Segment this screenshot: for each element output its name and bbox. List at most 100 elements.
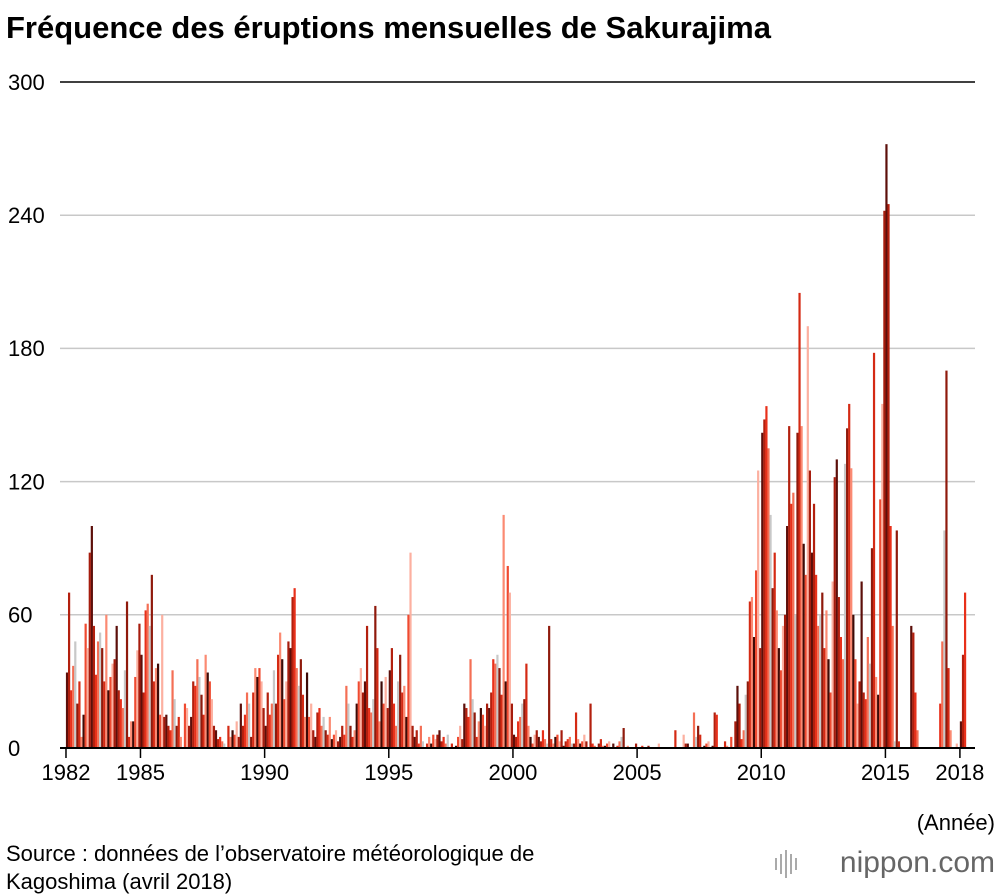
bar (875, 676, 878, 748)
bar (76, 703, 79, 748)
bar (537, 736, 540, 748)
bar (374, 605, 377, 748)
bar (786, 526, 789, 748)
bar (612, 743, 615, 748)
bar (514, 736, 518, 748)
bar (715, 714, 718, 748)
bar (156, 663, 160, 748)
bar (409, 552, 412, 748)
bar (618, 741, 621, 748)
bar (403, 685, 406, 748)
bar (879, 499, 882, 748)
bar (457, 736, 460, 748)
bar (357, 681, 360, 748)
bar (548, 625, 551, 748)
bar (866, 637, 869, 748)
bar (692, 712, 696, 748)
bar (399, 654, 402, 748)
bar (388, 670, 391, 748)
bar (419, 725, 422, 748)
bar (767, 448, 770, 748)
bar (330, 739, 333, 748)
bar (771, 588, 774, 748)
bar (430, 743, 433, 748)
bar (616, 745, 619, 748)
bar (74, 641, 77, 748)
bar (730, 736, 733, 748)
bar (502, 514, 505, 748)
bar (94, 674, 98, 748)
bar (887, 204, 890, 749)
bar (299, 659, 302, 748)
bar (136, 650, 139, 748)
bar (428, 736, 431, 748)
bar (694, 736, 698, 748)
bar (682, 734, 685, 748)
bar (552, 743, 555, 748)
bar (802, 543, 805, 748)
bar (444, 743, 447, 748)
bar (432, 734, 435, 748)
bar (140, 654, 143, 748)
bar (790, 503, 793, 748)
bar (270, 703, 273, 748)
bar (365, 625, 369, 748)
bar (707, 741, 710, 748)
bar (310, 703, 313, 748)
bar (862, 692, 865, 748)
bar (96, 641, 100, 748)
x-tick-label: 2010 (737, 760, 786, 785)
y-tick-label: 120 (8, 469, 45, 494)
bar (88, 552, 91, 748)
y-tick-label: 60 (8, 603, 32, 628)
bar (798, 292, 801, 748)
bar (459, 725, 462, 748)
bar (229, 736, 232, 748)
bar (103, 681, 106, 748)
bar (897, 741, 900, 748)
bar (208, 681, 211, 748)
bar (817, 625, 820, 748)
bar (65, 672, 69, 748)
bar (825, 610, 828, 748)
bar (757, 470, 760, 748)
bar (846, 428, 849, 748)
bar (864, 699, 867, 748)
bar (320, 725, 323, 748)
bar (206, 672, 209, 748)
bar (368, 708, 371, 748)
bar (543, 739, 547, 748)
bar (889, 526, 892, 748)
bar (390, 648, 393, 748)
bar (781, 625, 785, 748)
bar (163, 716, 166, 748)
bar (481, 714, 485, 748)
bar (523, 699, 526, 748)
bar (467, 716, 470, 748)
bar (945, 370, 948, 748)
bar (130, 721, 133, 748)
bar (250, 736, 253, 748)
bar (498, 668, 501, 748)
bar (777, 648, 780, 748)
bar (237, 736, 240, 748)
bar (769, 514, 772, 748)
bar (577, 739, 580, 748)
bar (254, 668, 257, 748)
bar (216, 739, 220, 748)
bar (127, 736, 131, 748)
bar (454, 745, 458, 748)
bar (72, 665, 75, 748)
bar (469, 659, 472, 748)
bar (165, 714, 168, 748)
bar (256, 676, 259, 748)
bar (473, 712, 476, 748)
bar (188, 725, 191, 748)
bar (144, 610, 147, 748)
bar (620, 736, 623, 748)
bar (686, 743, 689, 748)
bar (316, 712, 319, 748)
bar (554, 736, 557, 748)
x-tick-label: 2018 (935, 760, 984, 785)
bar (734, 721, 737, 748)
